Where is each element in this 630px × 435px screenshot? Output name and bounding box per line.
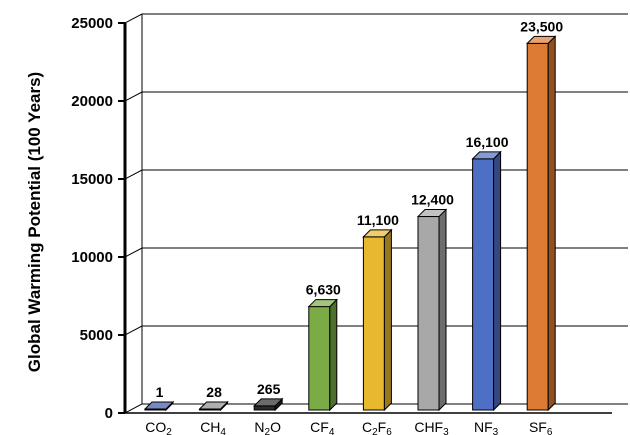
bar [252,397,284,412]
data-label: 12,400 [411,192,454,208]
x-category-labels: CO2 CH4 N2O CF4 C2F6 CHF3 NF3 SF6 [145,419,553,435]
x-category-label: SF6 [529,419,553,435]
y-axis-label: Global Warming Potential (100 Years) [25,72,44,372]
y-tick-label: 0 [105,405,113,422]
x-category-label: N2O [254,419,281,435]
bar [198,400,229,412]
bar-front [417,216,440,411]
x-category-label: CHF3 [414,419,449,435]
data-label: 23,500 [520,18,563,34]
data-label: 6,630 [306,282,341,298]
bar [307,298,339,412]
bar [525,35,557,412]
bar-side [383,228,392,412]
data-label: 1 [156,384,164,400]
data-label: 265 [257,381,281,397]
y-tick-label: 5000 [80,327,113,344]
bar-top [416,209,448,218]
bar-side [493,150,502,412]
bar-front [526,42,549,411]
y-tick-label: 10000 [71,249,113,266]
bar [416,208,448,412]
x-category-label: CH4 [200,419,226,435]
bar-front [253,405,276,411]
bar-front [362,236,385,411]
y-tick-label: 15000 [71,171,113,188]
data-labels: 1 28 265 6,630 11,100 12,400 16,100 23,500 [156,18,564,400]
bar-front [308,306,331,411]
x-category-label: CF4 [310,419,335,435]
x-category-label: NF3 [474,419,499,435]
bar-side [438,208,447,412]
data-label: 16,100 [466,134,509,150]
bar-side [547,35,556,412]
x-category-label: C2F6 [362,419,392,435]
bar-top [198,401,229,410]
bar-top [471,151,502,160]
bar [143,400,175,412]
y-tick-labels: 0 5000 10000 15000 20000 25000 [71,15,113,422]
bar-front [472,158,495,411]
bar-side [329,298,338,412]
y-tick-label: 20000 [71,93,113,110]
x-category-label: CO2 [145,419,172,435]
data-label: 28 [206,384,222,400]
bar-top [143,401,175,410]
bars [143,35,557,412]
bar-top [362,229,393,238]
bar-top [307,299,339,308]
bar-top [525,35,557,44]
back-wall-edge [124,14,143,414]
y-tick-label: 25000 [71,15,113,32]
bar-top [252,398,284,407]
bar [362,228,393,412]
data-label: 11,100 [357,212,399,228]
bar [471,150,502,412]
